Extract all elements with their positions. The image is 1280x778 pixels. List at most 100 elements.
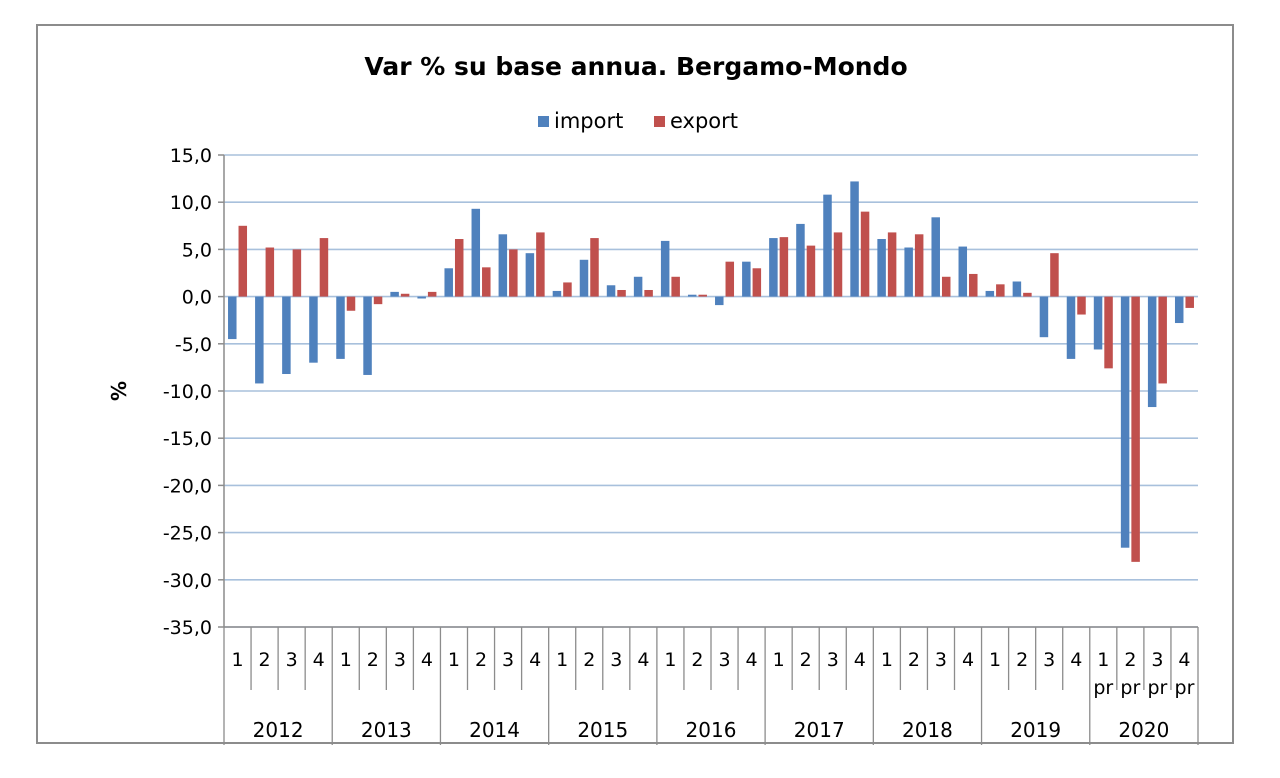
bar-export bbox=[238, 225, 248, 297]
y-tick-label: -5,0 bbox=[175, 334, 212, 356]
quarter-label: 3 bbox=[1043, 649, 1055, 671]
year-label: 2020 bbox=[1118, 718, 1169, 742]
bar-import bbox=[606, 285, 616, 297]
bar-export bbox=[698, 294, 707, 297]
year-label: 2018 bbox=[902, 718, 953, 742]
quarter-label: 3 bbox=[394, 649, 406, 671]
year-label: 2012 bbox=[253, 718, 304, 742]
bar-import bbox=[552, 290, 562, 297]
bar-import bbox=[471, 208, 481, 297]
legend-label-export: export bbox=[670, 109, 738, 133]
y-tick-label: -25,0 bbox=[163, 523, 212, 545]
quarter-label: 1 bbox=[231, 649, 243, 671]
bar-import bbox=[931, 217, 940, 297]
quarter-label: 2 bbox=[259, 649, 271, 671]
chart-title: Var % su base annua. Bergamo-Mondo bbox=[364, 52, 907, 81]
bar-export bbox=[319, 238, 329, 297]
bar-export bbox=[536, 232, 545, 297]
bar-import bbox=[525, 253, 535, 297]
bar-import bbox=[769, 238, 778, 297]
bar-import bbox=[958, 246, 968, 297]
legend-swatch-export bbox=[654, 116, 665, 127]
quarter-label: 4 bbox=[1070, 649, 1082, 671]
y-tick-label: 15,0 bbox=[170, 145, 212, 167]
bar-export bbox=[509, 249, 518, 297]
quarter-label: 3 bbox=[1151, 649, 1163, 671]
bar-import bbox=[444, 268, 453, 297]
quarter-label: 3 bbox=[718, 649, 730, 671]
bar-export bbox=[725, 261, 735, 297]
bar-import bbox=[282, 296, 291, 375]
quarter-label: 4 bbox=[854, 649, 866, 671]
y-tick-label: 5,0 bbox=[182, 239, 212, 261]
y-axis-ticks: 15,0 10,0 5,0 0,0 -5,0 -10,0 -15,0 -20,0 -25,0 -3… bbox=[163, 145, 225, 639]
y-axis-label: % bbox=[107, 381, 131, 401]
quarter-label: 2 bbox=[367, 649, 379, 671]
bar-import bbox=[498, 234, 508, 297]
bar-export bbox=[292, 249, 302, 297]
bar-import bbox=[823, 194, 832, 297]
bar-import bbox=[417, 296, 426, 299]
chart-frame bbox=[36, 24, 1234, 744]
year-label: 2015 bbox=[577, 718, 628, 742]
quarter-label: 1 bbox=[989, 649, 1001, 671]
quarter-label: 3 bbox=[935, 649, 947, 671]
bar-import bbox=[1012, 281, 1022, 297]
gridlines bbox=[224, 154, 1198, 628]
bar-export bbox=[346, 296, 356, 311]
bar-export bbox=[373, 296, 383, 305]
y-tick-label: 10,0 bbox=[170, 192, 212, 214]
quarter-label: 4 bbox=[746, 649, 758, 671]
x-axis: 1 2 3 4 1 2 3 4 1 2 3 4 1 2 3 4 1 2 3 4 1 2 3 4 1 2 3 4 1 2 3 4 1pr2pr3p… bbox=[223, 626, 1199, 745]
quarter-label: 2 bbox=[800, 649, 812, 671]
y-tick-label: 0,0 bbox=[182, 287, 212, 309]
bar-export bbox=[671, 276, 680, 297]
bar-import bbox=[1174, 296, 1184, 324]
bar-export bbox=[1185, 296, 1194, 308]
bar-import bbox=[363, 296, 372, 375]
bar-import bbox=[309, 296, 318, 363]
bar-import bbox=[796, 223, 805, 297]
quarter-label: 4 bbox=[529, 649, 541, 671]
bar-export bbox=[1023, 292, 1032, 297]
y-tick-label: -35,0 bbox=[163, 617, 212, 639]
bar-export bbox=[590, 238, 599, 297]
quarter-label: 3 bbox=[502, 649, 514, 671]
quarter-suffix-label: pr bbox=[1147, 677, 1167, 699]
bar-export bbox=[941, 276, 951, 297]
bar-import bbox=[904, 247, 913, 297]
legend-swatch-import bbox=[538, 116, 549, 127]
y-tick-label: -30,0 bbox=[163, 570, 212, 592]
quarter-label: 1 bbox=[664, 649, 676, 671]
quarter-label: 1 bbox=[340, 649, 352, 671]
bar-export bbox=[454, 239, 464, 297]
bars bbox=[228, 181, 1194, 562]
quarter-label: 4 bbox=[313, 649, 325, 671]
bar-import bbox=[742, 261, 751, 297]
quarter-label: 2 bbox=[908, 649, 920, 671]
quarter-label: 3 bbox=[286, 649, 298, 671]
bar-export bbox=[833, 232, 843, 297]
quarter-label: 3 bbox=[827, 649, 839, 671]
year-label: 2017 bbox=[794, 718, 845, 742]
bar-import bbox=[255, 296, 264, 384]
quarter-label: 2 bbox=[691, 649, 703, 671]
bar-export bbox=[860, 211, 870, 297]
bar-export bbox=[752, 268, 762, 297]
quarter-suffix-label: pr bbox=[1093, 677, 1113, 699]
bar-import bbox=[228, 296, 237, 340]
bar-export bbox=[1050, 253, 1059, 297]
bar-import bbox=[660, 240, 670, 297]
bar-import bbox=[390, 291, 399, 297]
bar-import bbox=[1066, 296, 1076, 359]
bar-export bbox=[265, 247, 275, 297]
quarter-label: 1 bbox=[556, 649, 568, 671]
bar-export bbox=[969, 273, 978, 297]
year-label: 2014 bbox=[469, 718, 520, 742]
quarter-label: 1 bbox=[1097, 649, 1109, 671]
quarter-label: 1 bbox=[773, 649, 785, 671]
quarter-label: 3 bbox=[610, 649, 622, 671]
bar-import bbox=[1147, 296, 1157, 408]
bar-export bbox=[914, 234, 924, 297]
